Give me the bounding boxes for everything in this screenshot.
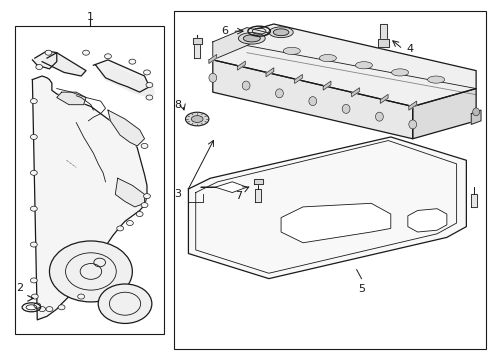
Ellipse shape <box>275 89 283 98</box>
Ellipse shape <box>243 35 260 42</box>
Ellipse shape <box>408 120 416 129</box>
Circle shape <box>141 203 148 208</box>
Polygon shape <box>255 189 261 202</box>
Circle shape <box>136 212 143 217</box>
Polygon shape <box>379 24 386 40</box>
Ellipse shape <box>427 76 444 83</box>
Circle shape <box>78 294 84 299</box>
Polygon shape <box>57 92 86 105</box>
Ellipse shape <box>283 47 300 54</box>
Text: 2: 2 <box>16 283 23 293</box>
Circle shape <box>143 194 150 199</box>
Text: 1: 1 <box>86 12 93 22</box>
Ellipse shape <box>472 108 479 116</box>
Ellipse shape <box>208 73 216 82</box>
Ellipse shape <box>191 116 203 122</box>
Circle shape <box>98 284 152 323</box>
Polygon shape <box>470 110 480 125</box>
Polygon shape <box>101 69 154 98</box>
Ellipse shape <box>268 27 293 38</box>
Text: 4: 4 <box>406 44 413 54</box>
Ellipse shape <box>319 54 336 62</box>
Circle shape <box>31 294 38 299</box>
Polygon shape <box>265 68 273 77</box>
Polygon shape <box>408 101 416 110</box>
Ellipse shape <box>391 69 408 76</box>
Text: 6: 6 <box>221 26 228 36</box>
Ellipse shape <box>375 112 383 121</box>
Polygon shape <box>194 44 200 58</box>
Bar <box>15 26 163 334</box>
Circle shape <box>30 170 37 175</box>
Polygon shape <box>188 137 466 279</box>
Circle shape <box>39 307 45 312</box>
Ellipse shape <box>273 29 288 36</box>
Polygon shape <box>200 182 246 193</box>
Polygon shape <box>253 179 262 184</box>
Polygon shape <box>32 76 147 320</box>
Polygon shape <box>108 110 144 146</box>
Ellipse shape <box>308 96 316 105</box>
Text: 3: 3 <box>174 189 181 199</box>
Polygon shape <box>323 81 330 90</box>
Ellipse shape <box>185 112 208 126</box>
Polygon shape <box>212 60 412 139</box>
Text: 8: 8 <box>174 100 181 110</box>
Circle shape <box>143 70 150 75</box>
Polygon shape <box>32 51 57 69</box>
Circle shape <box>46 307 53 312</box>
Polygon shape <box>281 203 390 243</box>
Circle shape <box>30 99 37 104</box>
Polygon shape <box>93 60 149 92</box>
Circle shape <box>49 241 132 302</box>
Circle shape <box>141 143 148 148</box>
Polygon shape <box>412 89 475 139</box>
Circle shape <box>146 95 153 100</box>
Polygon shape <box>351 88 359 97</box>
Polygon shape <box>470 194 476 207</box>
Text: 7: 7 <box>235 191 242 201</box>
Ellipse shape <box>238 33 264 44</box>
Polygon shape <box>407 209 446 232</box>
Circle shape <box>30 278 37 283</box>
Ellipse shape <box>355 62 372 69</box>
Circle shape <box>58 305 65 310</box>
Polygon shape <box>377 40 388 47</box>
Circle shape <box>104 54 111 59</box>
Polygon shape <box>294 75 302 84</box>
Circle shape <box>146 82 153 87</box>
Circle shape <box>129 59 136 64</box>
Ellipse shape <box>242 81 249 90</box>
Polygon shape <box>208 54 216 63</box>
Ellipse shape <box>342 104 349 113</box>
Circle shape <box>82 50 89 55</box>
Text: 5: 5 <box>357 284 364 294</box>
Circle shape <box>45 50 52 55</box>
Polygon shape <box>212 28 268 60</box>
Circle shape <box>117 226 123 231</box>
Polygon shape <box>192 39 201 44</box>
Circle shape <box>30 242 37 247</box>
Circle shape <box>36 64 42 69</box>
Polygon shape <box>237 61 245 70</box>
Polygon shape <box>42 53 86 76</box>
Circle shape <box>34 303 41 308</box>
Polygon shape <box>212 24 475 107</box>
Polygon shape <box>380 94 387 103</box>
Circle shape <box>30 134 37 139</box>
Bar <box>173 12 485 348</box>
Polygon shape <box>115 178 144 207</box>
Circle shape <box>30 206 37 211</box>
Circle shape <box>126 221 133 226</box>
